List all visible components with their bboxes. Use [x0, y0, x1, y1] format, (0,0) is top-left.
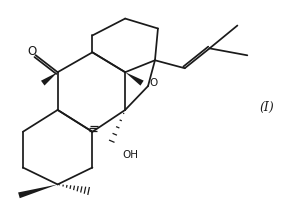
Polygon shape [125, 72, 144, 86]
Text: O: O [27, 45, 37, 58]
Text: O: O [150, 78, 158, 88]
Text: OH: OH [122, 150, 138, 160]
Polygon shape [41, 72, 58, 86]
Text: (I): (I) [260, 101, 274, 114]
Polygon shape [18, 184, 58, 198]
